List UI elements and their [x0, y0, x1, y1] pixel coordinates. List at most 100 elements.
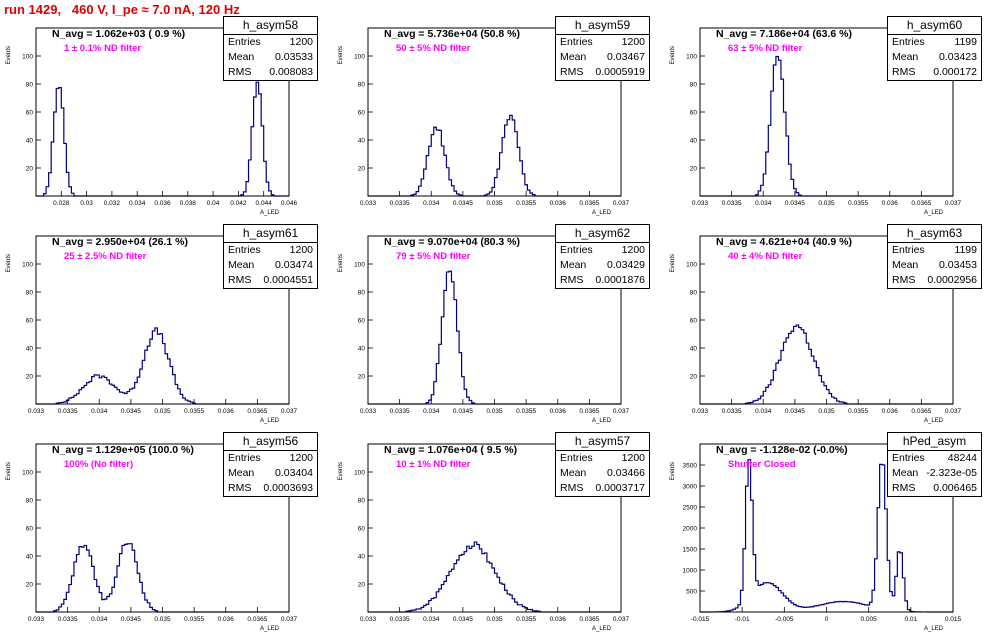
x-tick-label: 0.028 [53, 200, 70, 207]
stats-row-rms: RMS 0.0003717 [556, 481, 649, 496]
x-tick-label: 0.034 [423, 200, 440, 207]
stats-row-entries: Entries 1200 [224, 243, 317, 258]
x-tick-label: 0.033 [28, 616, 45, 623]
x-tick-label: 0.036 [154, 200, 171, 207]
stats-label: Entries [892, 36, 925, 48]
stats-value: 48244 [947, 452, 977, 464]
y-tick-label: 3500 [683, 463, 698, 470]
stats-label: Mean [892, 51, 919, 63]
stats-value: 1200 [289, 244, 313, 256]
x-tick-label: 0.0355 [516, 200, 536, 207]
stats-row-rms: RMS 0.008083 [224, 65, 317, 80]
histogram-name: h_asym60 [888, 17, 981, 35]
x-axis-label: A_LED [260, 418, 280, 424]
x-tick-label: 0.034 [755, 408, 772, 415]
y-tick-label: 1000 [683, 568, 698, 575]
x-axis-label: A_LED [592, 210, 612, 216]
y-tick-label: 40 [26, 138, 34, 145]
x-tick-label: 0.0335 [58, 616, 78, 623]
x-tick-label: -0.01 [735, 616, 750, 623]
y-tick-label: 80 [358, 82, 366, 89]
x-tick-label: 0.0335 [722, 408, 742, 415]
stats-value: 0.006465 [933, 482, 977, 494]
x-tick-label: 0.035 [154, 616, 171, 623]
histogram-plot: 0.033 0.0335 0.034 0.0345 0.035 0.0355 0.036 0.… [670, 235, 962, 424]
histogram-plot: 0.033 0.0335 0.034 0.0345 0.035 0.0355 0.036 0.… [338, 443, 630, 632]
navg-label: N_avg = -1.128e-02 (-0.0%) [716, 444, 848, 456]
stats-label: Entries [228, 36, 261, 48]
x-tick-label: 0.036 [550, 200, 567, 207]
x-tick-label: 0.0335 [390, 200, 410, 207]
x-tick-label: 0.046 [281, 200, 298, 207]
stats-box: hPed_asym Entries 48244 Mean -2.323e-05 RMS 0.… [887, 432, 982, 497]
y-axis-label: Events [338, 462, 344, 480]
histogram-bars [700, 459, 953, 613]
stats-label: Entries [560, 36, 593, 48]
stats-row-mean: Mean 0.03467 [556, 50, 649, 65]
y-tick-label: 20 [358, 374, 366, 381]
histogram-plot: 0.033 0.0335 0.034 0.0345 0.035 0.0355 0.036 0.… [670, 27, 962, 216]
x-tick-label: 0.03 [80, 200, 93, 207]
stats-row-rms: RMS 0.0005919 [556, 65, 649, 80]
x-tick-label: 0.044 [256, 200, 273, 207]
stats-row-entries: Entries 1200 [224, 451, 317, 466]
y-tick-label: 60 [358, 526, 366, 533]
y-tick-label: 100 [22, 54, 33, 61]
y-tick-label: 1500 [683, 547, 698, 554]
stats-value: 1200 [621, 452, 645, 464]
x-axis-label: A_LED [592, 626, 612, 632]
y-tick-label: 20 [358, 166, 366, 173]
x-tick-label: 0.033 [360, 408, 377, 415]
stats-row-entries: Entries 1200 [224, 35, 317, 50]
x-tick-label: 0.035 [818, 408, 835, 415]
histogram-name: h_asym63 [888, 225, 981, 243]
y-tick-label: 40 [358, 554, 366, 561]
y-tick-label: 100 [354, 470, 365, 477]
x-tick-label: 0.037 [613, 200, 630, 207]
filter-label: 1 ± 0.1% ND filter [64, 43, 142, 54]
x-tick-label: 0.0365 [247, 408, 267, 415]
x-tick-label: 0.034 [755, 200, 772, 207]
stats-label: Mean [560, 467, 587, 479]
y-tick-label: 60 [358, 318, 366, 325]
stats-value: 1200 [621, 36, 645, 48]
stats-row-rms: RMS 0.006465 [888, 481, 981, 496]
x-tick-label: 0.034 [91, 616, 108, 623]
y-tick-label: 100 [686, 262, 697, 269]
y-tick-label: 20 [690, 166, 698, 173]
x-tick-label: 0.0345 [785, 200, 805, 207]
y-tick-label: 100 [354, 54, 365, 61]
stats-value: 1200 [289, 452, 313, 464]
stats-value: 0.0003693 [263, 482, 313, 494]
stats-label: Entries [892, 452, 925, 464]
stats-label: RMS [228, 482, 252, 494]
x-tick-label: 0.04 [207, 200, 220, 207]
y-axis-label: Events [6, 254, 12, 272]
stats-value: 0.0001876 [595, 274, 645, 286]
x-tick-label: 0.01 [905, 616, 918, 623]
y-tick-label: 40 [26, 554, 34, 561]
y-tick-label: 80 [26, 82, 34, 89]
stats-row-rms: RMS 0.000172 [888, 65, 981, 80]
y-axis-label: Events [6, 46, 12, 64]
filter-label: 10 ± 1% ND filter [396, 459, 471, 470]
y-axis-label: Events [338, 254, 344, 272]
stats-row-mean: Mean 0.03474 [224, 258, 317, 273]
filter-label: Shutter Closed [728, 459, 796, 470]
y-axis-label: Events [670, 46, 676, 64]
y-tick-label: 100 [686, 54, 697, 61]
x-tick-label: 0.037 [281, 408, 298, 415]
x-tick-label: 0.0335 [390, 408, 410, 415]
stats-value: 1199 [954, 36, 977, 48]
stats-box: h_asym59 Entries 1200 Mean 0.03467 RMS 0.00059… [555, 16, 650, 81]
x-tick-label: 0.0345 [453, 616, 473, 623]
stats-box: h_asym62 Entries 1200 Mean 0.03429 RMS 0.00018… [555, 224, 650, 289]
x-tick-label: 0.037 [945, 408, 962, 415]
stats-row-entries: Entries 1200 [556, 451, 649, 466]
y-tick-label: 100 [22, 262, 33, 269]
stats-value: 0.0005919 [595, 66, 645, 78]
x-tick-label: 0.0365 [579, 200, 599, 207]
x-axis-label: A_LED [260, 210, 280, 216]
y-tick-label: 80 [358, 498, 366, 505]
stats-box: h_asym61 Entries 1200 Mean 0.03474 RMS 0.00045… [223, 224, 318, 289]
